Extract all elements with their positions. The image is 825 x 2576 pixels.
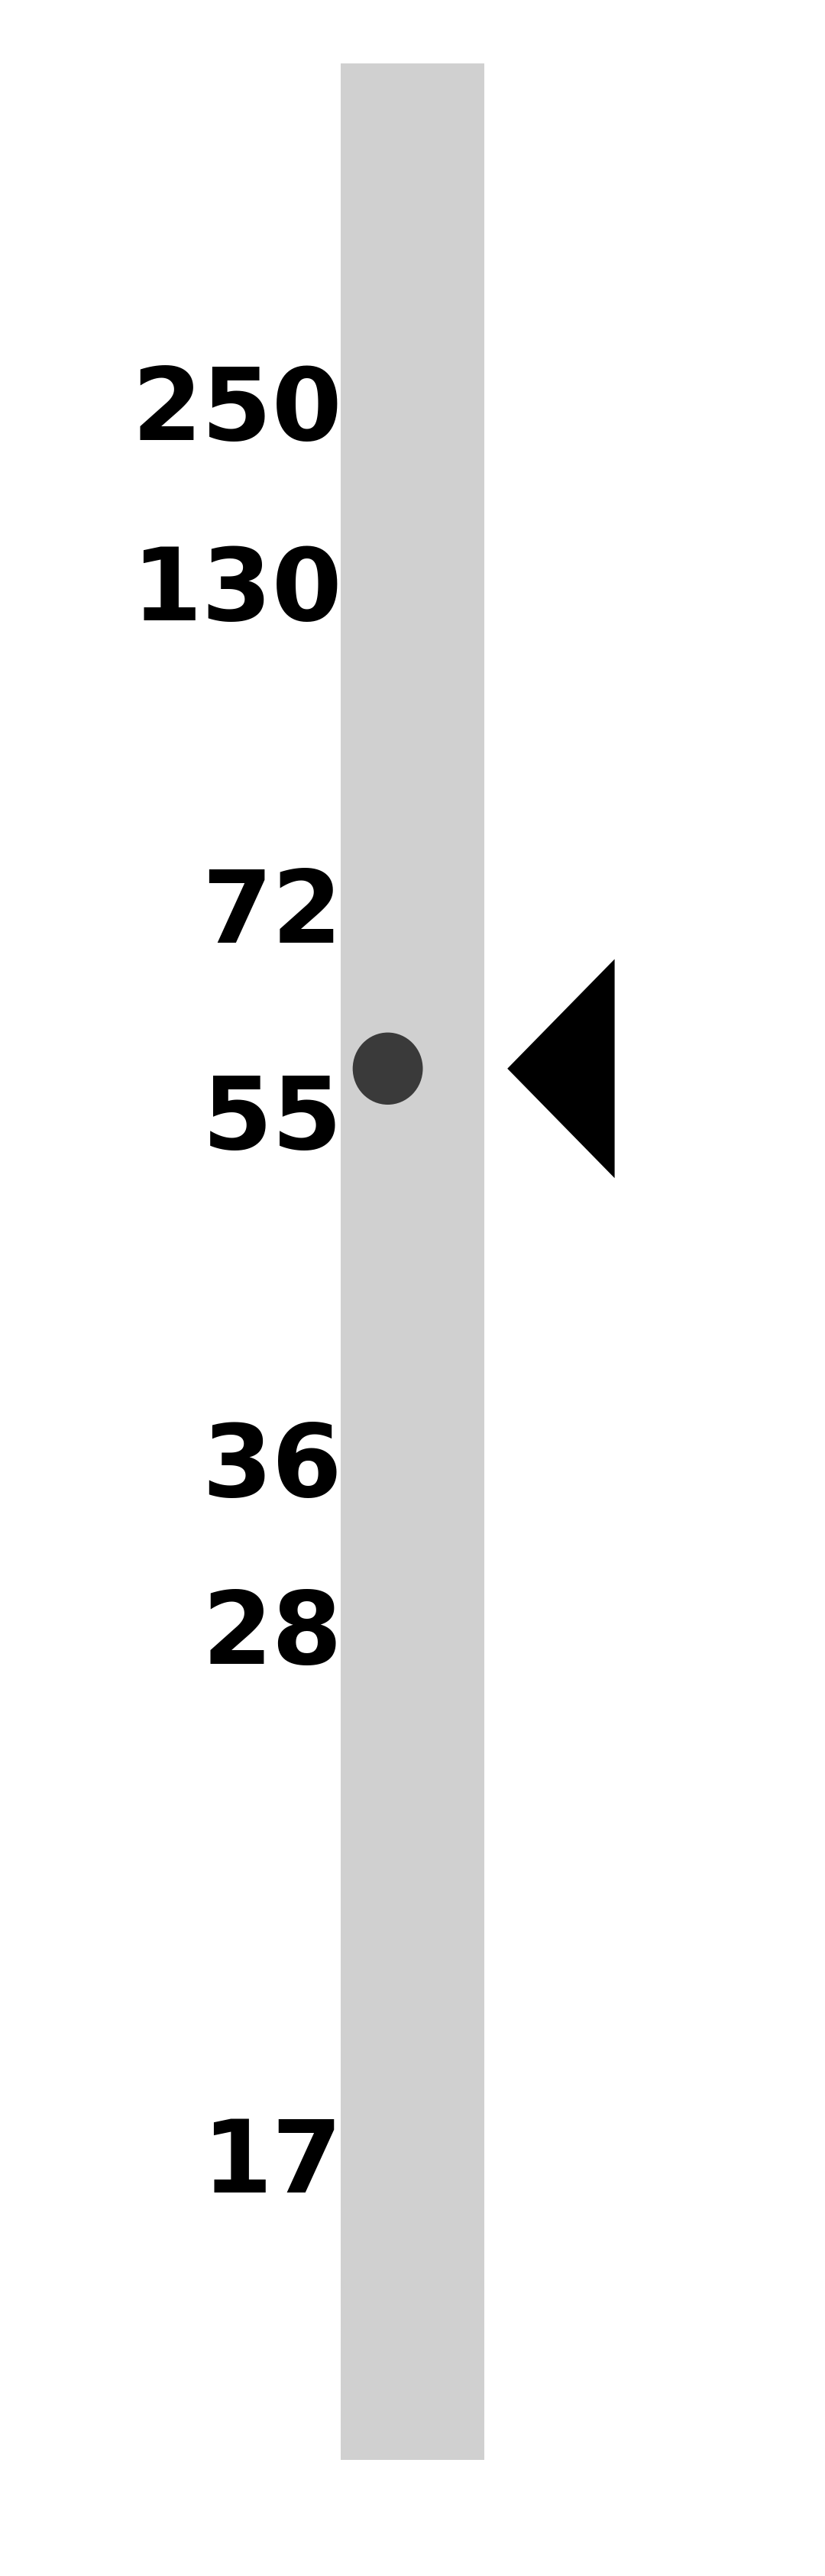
Ellipse shape	[352, 1033, 423, 1105]
Polygon shape	[507, 961, 615, 1180]
Text: 36: 36	[202, 1419, 342, 1517]
Text: 17: 17	[202, 2115, 342, 2213]
Bar	[341, 64, 484, 2460]
Text: 250: 250	[132, 363, 342, 461]
Text: 28: 28	[202, 1587, 342, 1685]
Text: 72: 72	[202, 866, 342, 963]
Text: 130: 130	[132, 544, 342, 641]
Text: 55: 55	[202, 1072, 342, 1170]
